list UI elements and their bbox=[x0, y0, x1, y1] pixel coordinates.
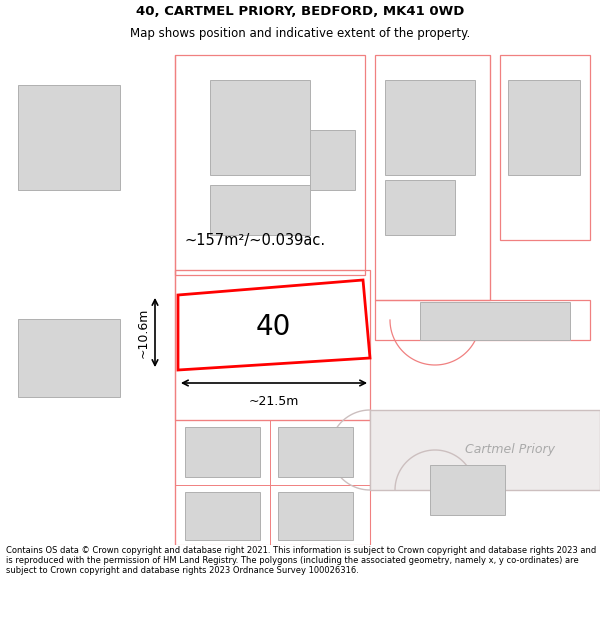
Text: Cartmel Priory: Cartmel Priory bbox=[465, 444, 555, 456]
Text: 40: 40 bbox=[256, 313, 290, 341]
Bar bbox=[310, 130, 355, 190]
Bar bbox=[420, 302, 570, 340]
Bar bbox=[210, 80, 310, 175]
Bar bbox=[210, 295, 295, 350]
Bar bbox=[278, 427, 353, 477]
Bar bbox=[278, 492, 353, 540]
Text: ~157m²/~0.039ac.: ~157m²/~0.039ac. bbox=[184, 232, 326, 248]
Text: Contains OS data © Crown copyright and database right 2021. This information is : Contains OS data © Crown copyright and d… bbox=[6, 546, 596, 576]
Text: ~10.6m: ~10.6m bbox=[137, 308, 150, 358]
Text: ~21.5m: ~21.5m bbox=[249, 395, 299, 408]
Bar bbox=[210, 185, 310, 235]
Bar bbox=[185, 492, 260, 540]
Text: 40, CARTMEL PRIORY, BEDFORD, MK41 0WD: 40, CARTMEL PRIORY, BEDFORD, MK41 0WD bbox=[136, 5, 464, 18]
Bar bbox=[508, 80, 580, 175]
Polygon shape bbox=[178, 280, 370, 370]
Bar bbox=[385, 80, 475, 175]
Polygon shape bbox=[370, 410, 600, 490]
Bar bbox=[18, 85, 120, 190]
Bar bbox=[185, 427, 260, 477]
Bar bbox=[430, 465, 505, 515]
Bar bbox=[18, 319, 120, 397]
Text: Map shows position and indicative extent of the property.: Map shows position and indicative extent… bbox=[130, 28, 470, 40]
Bar bbox=[385, 180, 455, 235]
